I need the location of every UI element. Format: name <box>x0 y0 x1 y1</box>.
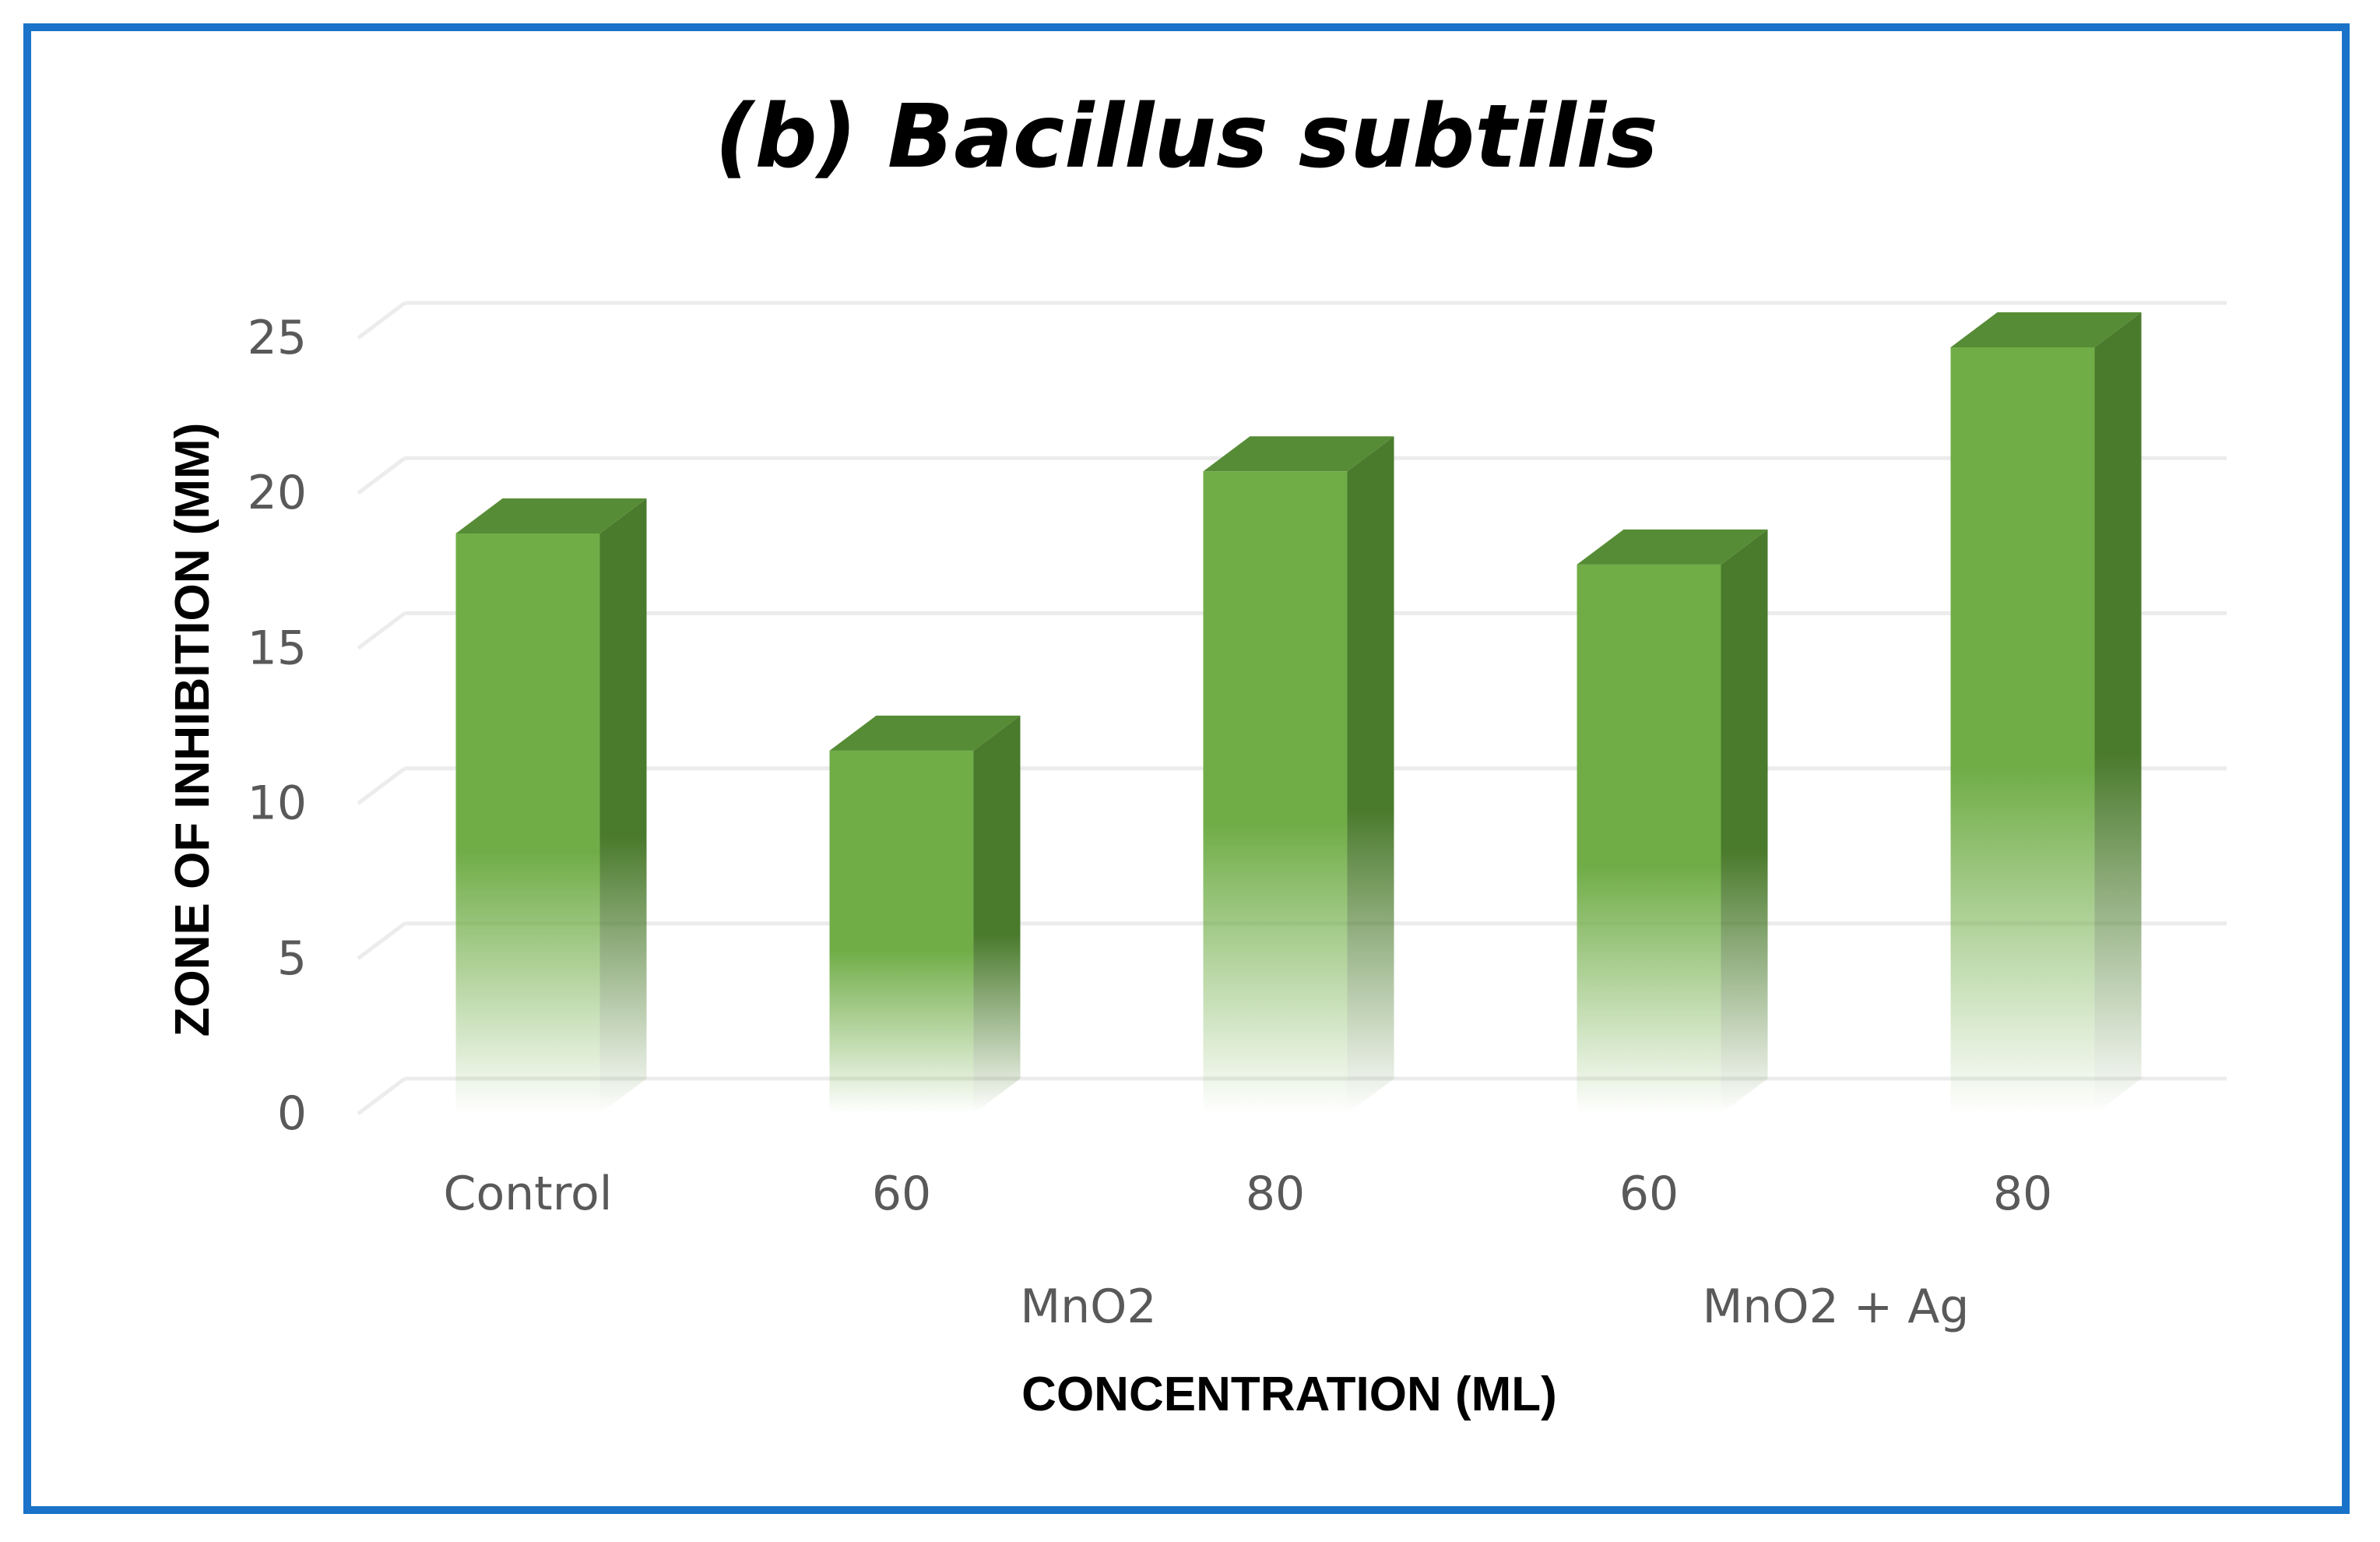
x-group-label: MnO2 + Ag <box>1703 1280 1970 1334</box>
x-tick-label: 60 <box>1619 1167 1679 1221</box>
gridline-diagonal <box>357 766 406 805</box>
bar <box>1203 436 1394 1114</box>
bar-top <box>1577 529 1768 565</box>
bar <box>829 715 1021 1114</box>
bar-front <box>1577 564 1721 1114</box>
x-tick-label: 60 <box>872 1167 931 1221</box>
y-axis-ticks: 0 5 10 15 20 25 <box>248 311 307 1141</box>
bar-side <box>973 715 1021 1114</box>
bar <box>455 498 647 1114</box>
bar-front <box>1950 347 2095 1114</box>
bar-side <box>2094 312 2142 1114</box>
x-group-label: MnO2 <box>1020 1280 1156 1334</box>
bars <box>455 312 2142 1114</box>
y-tick-label: 25 <box>248 311 307 365</box>
gridline-diagonal <box>357 301 406 340</box>
bar-side <box>1721 529 1768 1114</box>
bar-front <box>829 750 974 1114</box>
x-tick-label: Control <box>444 1167 613 1221</box>
bar-side <box>1347 436 1394 1114</box>
bar-top <box>455 498 647 533</box>
gridline-diagonal <box>357 611 406 650</box>
chart-title: (b) Bacillus subtilis <box>715 86 1658 188</box>
y-tick-label: 0 <box>277 1086 307 1141</box>
x-tick-label: 80 <box>1993 1167 2052 1221</box>
bar <box>1577 529 1768 1114</box>
y-tick-label: 20 <box>248 466 307 520</box>
x-axis-title: CONCENTRATION (ML) <box>1021 1368 1557 1421</box>
gridline-diagonal <box>357 921 406 960</box>
y-tick-label: 10 <box>248 776 307 831</box>
bar-front <box>1203 471 1348 1114</box>
gridline-diagonal <box>357 1077 406 1115</box>
x-axis-ticks: Control 60 80 60 80 <box>444 1167 2053 1221</box>
bar-side <box>599 498 647 1114</box>
bar-front <box>455 533 600 1114</box>
bar-top <box>1203 436 1394 472</box>
y-tick-label: 15 <box>248 621 307 675</box>
y-axis-title: ZONE OF INHIBITION (MM) <box>166 423 220 1037</box>
gridline-diagonal <box>357 456 406 495</box>
bar-top <box>829 715 1021 751</box>
x-tick-label: 80 <box>1246 1167 1305 1221</box>
x-axis-groups: MnO2 MnO2 + Ag <box>1020 1280 1969 1334</box>
bar-top <box>1950 312 2142 347</box>
bar <box>1950 312 2142 1114</box>
y-tick-label: 5 <box>277 931 307 986</box>
